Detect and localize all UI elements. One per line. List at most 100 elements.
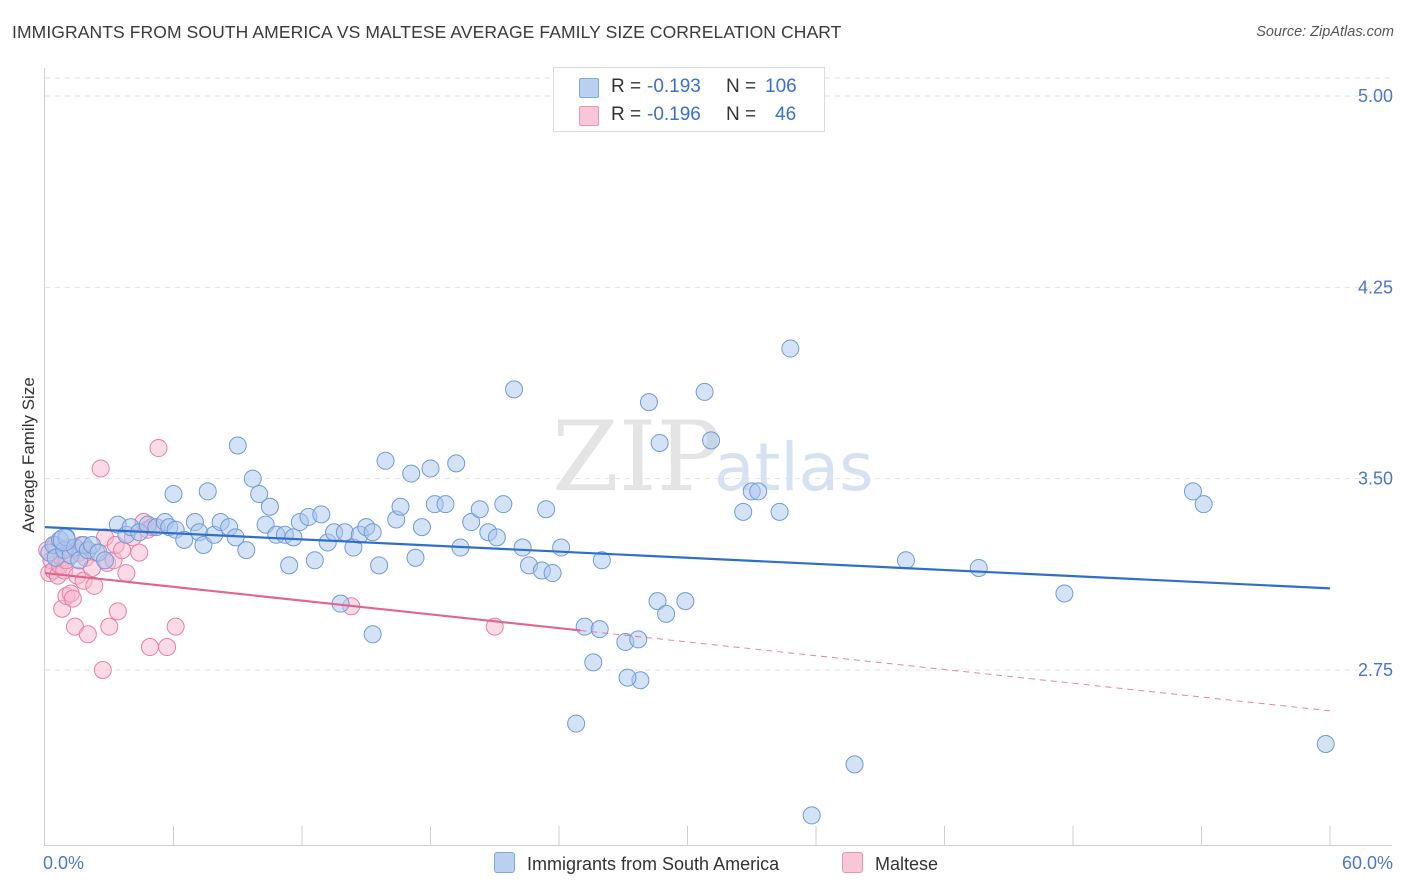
south-america-point	[749, 482, 768, 501]
watermark-atlas: atlas	[714, 429, 874, 506]
bottom-legend-label-south-america: Immigrants from South America	[527, 854, 780, 874]
south-america-point	[237, 541, 256, 560]
legend-swatch-blue	[579, 78, 599, 98]
y-tick-label: 5.00	[1358, 86, 1393, 106]
y-tick-labels: 2.75 3.50 4.25 5.00	[1358, 86, 1393, 680]
y-axis-label: Average Family Size	[19, 377, 38, 533]
south-america-point	[95, 551, 114, 570]
south-america-point	[447, 454, 466, 473]
south-america-point	[734, 502, 753, 521]
maltese-point	[63, 589, 82, 608]
maltese-point	[166, 617, 185, 636]
maltese-point	[117, 564, 136, 583]
x-tick-label: 60.0%	[1342, 853, 1393, 873]
x-tick-label: 0.0%	[43, 853, 84, 873]
maltese-point	[78, 625, 97, 644]
south-america-point	[250, 484, 269, 503]
bottom-legend-swatch-pink	[842, 852, 863, 873]
legend-n-label: N =	[726, 76, 757, 97]
south-america-point	[676, 592, 695, 611]
south-america-point	[198, 482, 217, 501]
watermark-zip: ZIP	[552, 401, 721, 513]
south-america-point	[802, 806, 821, 825]
south-america-point	[243, 469, 262, 488]
south-america-point	[376, 451, 395, 470]
south-america-point	[781, 339, 800, 358]
south-america-point	[567, 714, 586, 733]
south-america-point	[363, 523, 382, 542]
south-america-point	[406, 548, 425, 567]
south-america-point	[618, 668, 637, 687]
south-america-point	[164, 484, 183, 503]
legend-n-label: N =	[726, 104, 757, 125]
bottom-legend-label-maltese: Maltese	[875, 854, 939, 874]
south-america-point	[1183, 482, 1202, 501]
south-america-point	[305, 551, 324, 570]
south-america-point	[770, 502, 789, 521]
axes	[44, 68, 1392, 846]
south-america-point	[462, 513, 481, 532]
south-america-point	[650, 433, 669, 452]
south-america-point	[284, 528, 303, 547]
south-america-point	[639, 393, 658, 412]
south-america-point	[52, 528, 76, 552]
legend-r-label: R =	[611, 104, 642, 125]
south-america-point	[280, 556, 299, 575]
south-america-point	[228, 436, 247, 455]
south-america-point	[896, 551, 915, 570]
y-tick-label: 3.50	[1358, 469, 1393, 489]
south-america-point	[260, 497, 279, 516]
trend-line-maltese-extrapolated	[580, 629, 1331, 712]
south-america-point	[505, 380, 524, 399]
south-america-point	[470, 500, 489, 519]
south-america-point	[1194, 495, 1213, 514]
south-america-point	[363, 625, 382, 644]
maltese-point	[91, 459, 110, 478]
south-america-point	[335, 523, 354, 542]
maltese-point	[130, 543, 149, 562]
south-america-point	[513, 538, 532, 557]
legend-n-value: 46	[775, 104, 797, 125]
south-america-point	[1055, 584, 1074, 603]
south-america-point	[648, 592, 667, 611]
south-america-point	[412, 518, 431, 537]
bottom-legend-swatch-blue	[494, 852, 515, 873]
legend-n-value: 106	[765, 76, 797, 97]
south-america-point	[421, 459, 440, 478]
south-america-point	[969, 558, 988, 577]
correlation-legend: R = -0.193 N = 106 R = -0.196 N = 46	[553, 67, 825, 132]
south-america-point	[629, 630, 648, 649]
legend-swatch-pink	[579, 106, 599, 126]
south-america-point	[175, 530, 194, 549]
south-america-point	[487, 528, 506, 547]
south-america-point	[1316, 734, 1335, 753]
south-america-point	[590, 620, 609, 639]
south-america-point	[702, 431, 721, 450]
south-america-point	[592, 551, 611, 570]
y-tick-label: 4.25	[1358, 277, 1393, 297]
legend-r-label: R =	[611, 76, 642, 97]
south-america-point	[402, 464, 421, 483]
south-america-point	[695, 382, 714, 401]
south-america-point	[370, 556, 389, 575]
maltese-point	[158, 638, 177, 657]
south-america-point	[312, 505, 331, 524]
south-america-point	[391, 497, 410, 516]
south-america-point	[584, 653, 603, 672]
south-america-point	[436, 495, 455, 514]
maltese-point	[149, 439, 168, 458]
south-america-point	[537, 500, 556, 519]
south-america-point	[845, 755, 864, 774]
legend-row-south-america: R = -0.193 N = 106	[554, 73, 824, 101]
legend-r-value: -0.196	[647, 104, 701, 125]
trend-lines	[44, 526, 1331, 712]
chart-title: IMMIGRANTS FROM SOUTH AMERICA VS MALTESE…	[12, 22, 842, 42]
x-tick-labels: 0.0% 60.0%	[43, 853, 1393, 873]
bottom-legend-maltese: Maltese	[842, 852, 938, 875]
south-america-point	[494, 495, 513, 514]
south-america-point	[552, 538, 571, 557]
maltese-point	[108, 602, 127, 621]
south-america-point	[575, 617, 594, 636]
maltese-point	[100, 617, 119, 636]
